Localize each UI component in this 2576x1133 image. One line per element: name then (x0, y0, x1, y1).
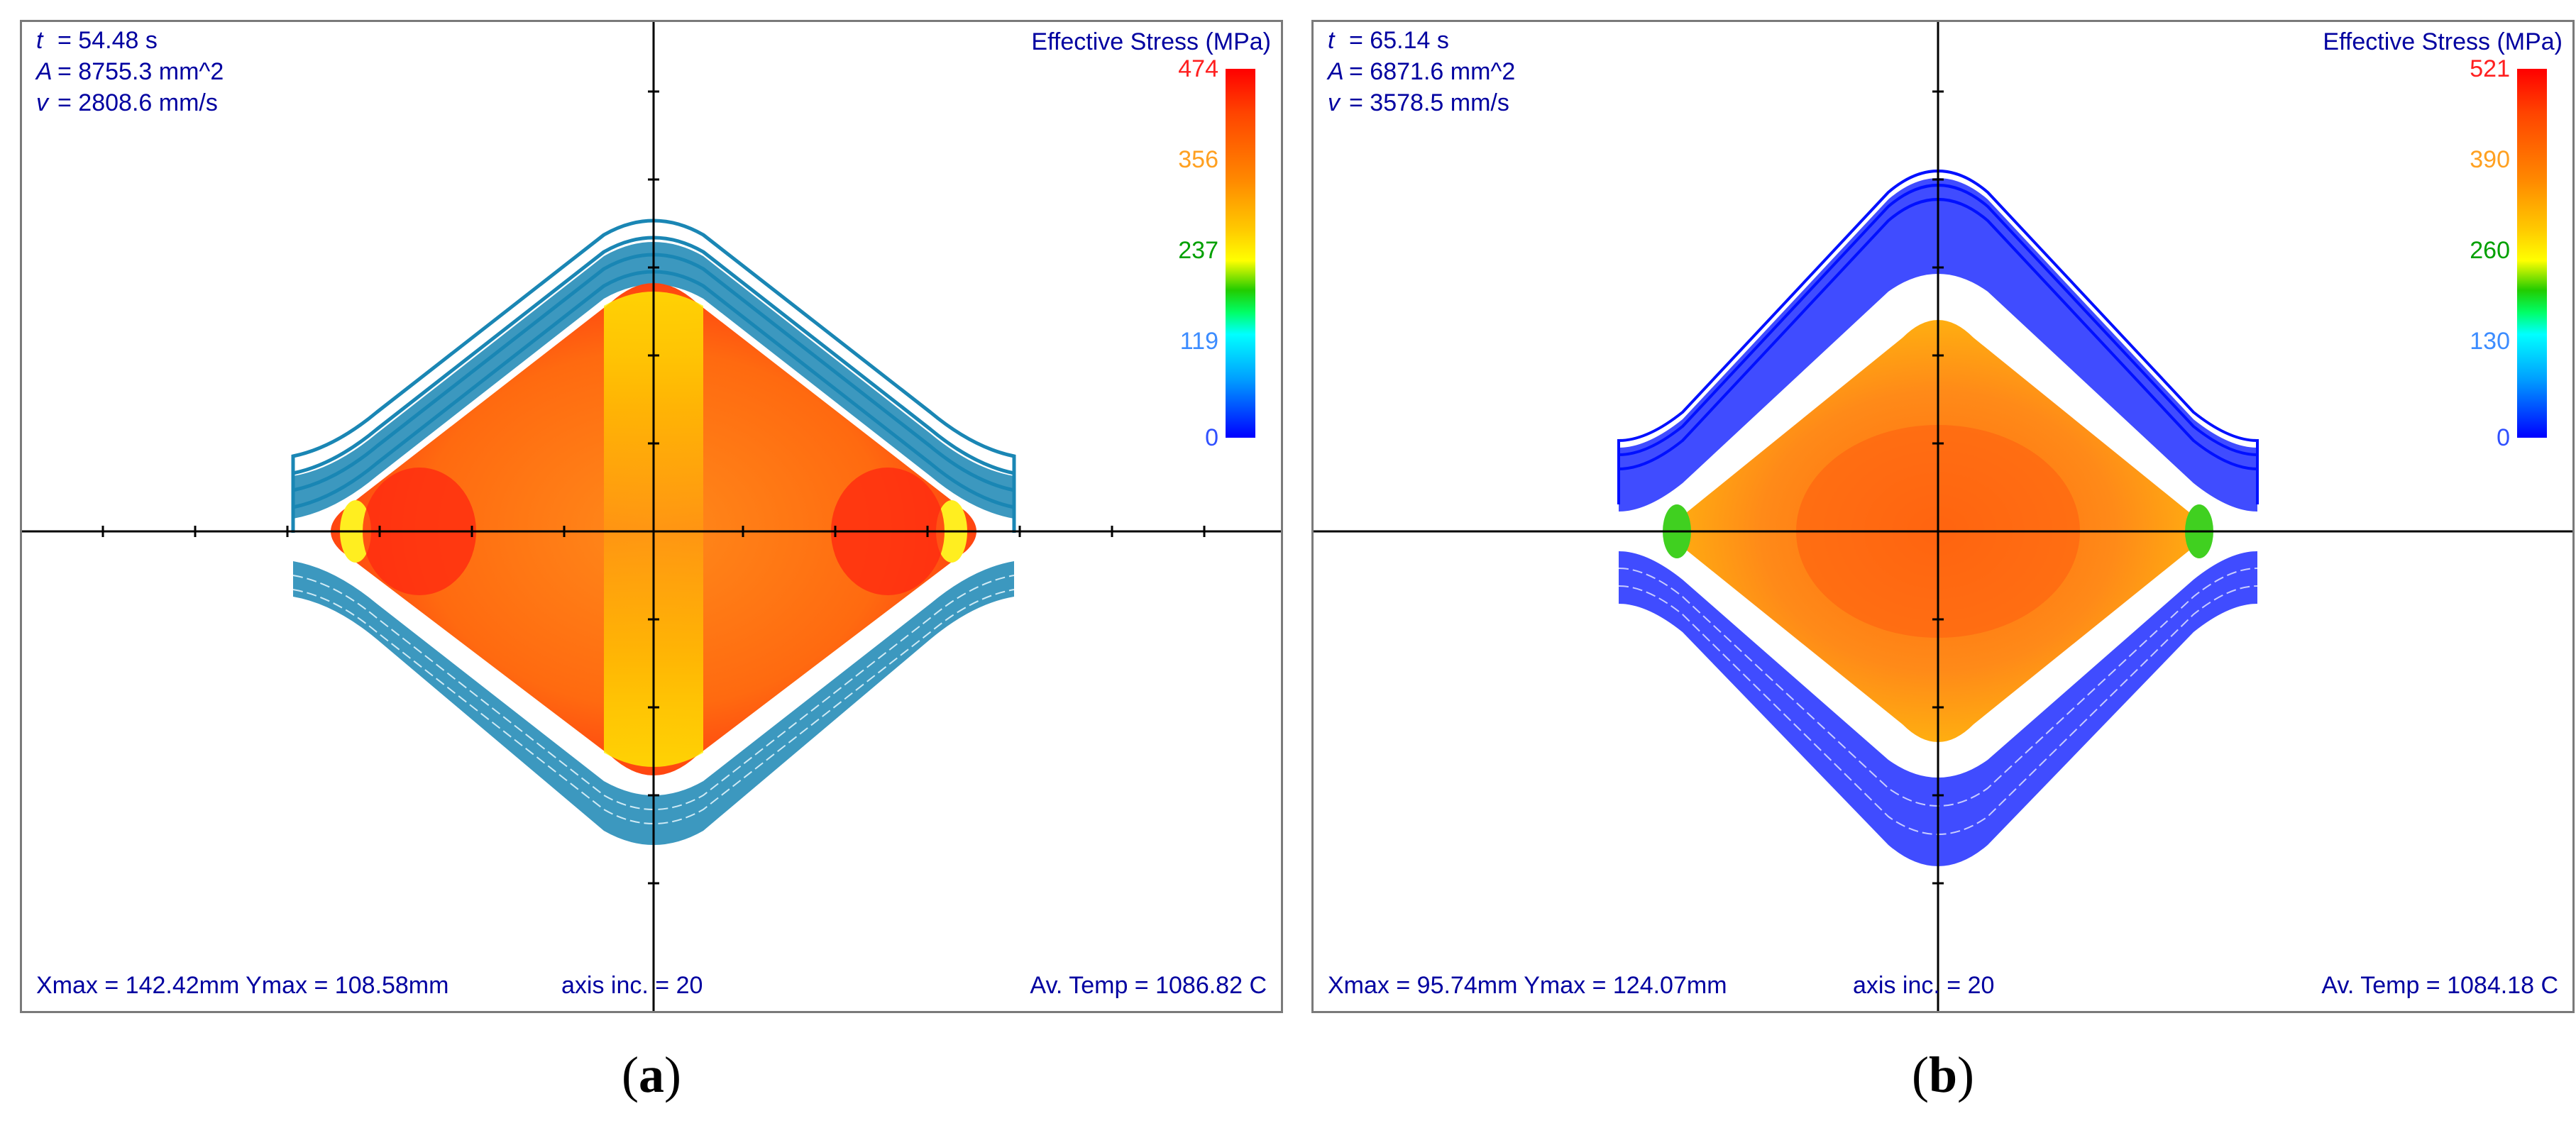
legend-label-4: 119 (1179, 328, 1218, 355)
stress-plot-b (1314, 22, 2572, 1011)
velocity-readout: v = 2808.6 mm/s (36, 89, 218, 117)
area-symbol: A (1328, 58, 1344, 85)
simulation-panel-b: t = 65.14 s A = 6871.6 mm^2 v = 3578.5 mm/s… (1311, 20, 2575, 1013)
legend-title: Effective Stress (MPa) (2323, 28, 2563, 55)
caption-b-letter: b (1928, 1046, 1958, 1103)
legend-label-2: 390 (2470, 146, 2510, 173)
legend-label-min: 0 (1205, 424, 1218, 451)
legend-colorbar (1226, 69, 1255, 438)
legend-label-max: 521 (2470, 55, 2510, 82)
time-symbol: t (1328, 27, 1335, 54)
average-temperature: Av. Temp = 1084.18 C (2321, 972, 2558, 999)
legend-label-max: 474 (1178, 55, 1218, 82)
velocity-value: = 2808.6 mm/s (57, 89, 218, 116)
velocity-symbol: v (1328, 89, 1340, 116)
area-readout: A = 8755.3 mm^2 (36, 57, 224, 86)
time-readout: t = 65.14 s (1328, 26, 1449, 55)
axis-increment: axis inc. = 20 (561, 972, 703, 999)
area-symbol: A (36, 58, 53, 85)
legend-label-3: 260 (2470, 237, 2510, 264)
caption-b: (b) (1911, 1046, 1974, 1103)
time-value: = 54.48 s (57, 27, 158, 54)
velocity-symbol: v (36, 89, 48, 116)
max-dimensions: Xmax = 142.42mm Ymax = 108.58mm (36, 972, 449, 999)
velocity-value: = 3578.5 mm/s (1349, 89, 1509, 116)
max-dimensions: Xmax = 95.74mm Ymax = 124.07mm (1328, 972, 1727, 999)
stress-plot-a (22, 22, 1281, 1011)
caption-a-letter: a (639, 1046, 664, 1103)
area-value: = 8755.3 mm^2 (57, 58, 224, 85)
legend-label-4: 130 (2470, 328, 2510, 355)
time-symbol: t (36, 27, 43, 54)
axis-increment: axis inc. = 20 (1853, 972, 1995, 999)
legend-label-3: 237 (1178, 237, 1218, 264)
simulation-panel-a: t = 54.48 s A = 8755.3 mm^2 v = 2808.6 mm/s… (20, 20, 1283, 1013)
area-readout: A = 6871.6 mm^2 (1328, 57, 1515, 86)
time-value: = 65.14 s (1349, 27, 1449, 54)
average-temperature: Av. Temp = 1086.82 C (1030, 972, 1267, 999)
legend-colorbar (2517, 69, 2547, 438)
axes-a (22, 22, 1281, 1011)
velocity-readout: v = 3578.5 mm/s (1328, 89, 1509, 117)
caption-a: (a) (622, 1046, 681, 1103)
legend-title: Effective Stress (MPa) (1031, 28, 1271, 55)
legend-label-2: 356 (1178, 146, 1218, 173)
area-value: = 6871.6 mm^2 (1349, 58, 1516, 85)
time-readout: t = 54.48 s (36, 26, 158, 55)
axes-b (1314, 22, 2572, 1011)
legend-label-min: 0 (2497, 424, 2510, 451)
